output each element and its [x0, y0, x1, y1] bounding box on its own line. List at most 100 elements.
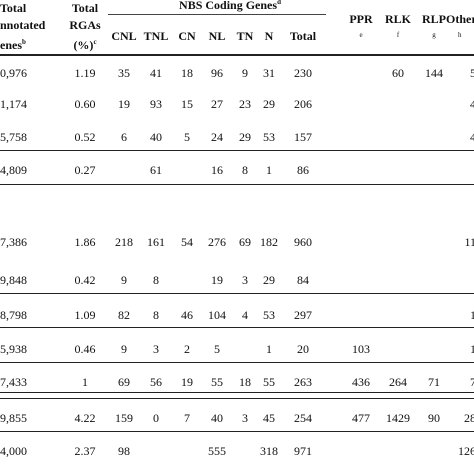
cell-rgas: 2.37 — [74, 444, 96, 458]
cell-tn: 4 — [242, 308, 248, 322]
cell-cn: 18 — [181, 66, 193, 80]
cell-nl: 55 — [211, 375, 223, 389]
cell-tnl: 41 — [150, 66, 162, 80]
cell-n: 1 — [266, 163, 272, 177]
header-total-annotated-line3: enesb — [0, 38, 26, 52]
header-total-annotated: Total nnotated enesb — [0, 0, 45, 54]
header-bottom-rule — [0, 54, 474, 56]
cell-n: 53 — [263, 130, 275, 144]
header-others: Other h — [446, 12, 474, 39]
cell-annot: 5,758 — [0, 130, 27, 144]
cell-tnl: 56 — [150, 375, 162, 389]
cell-nl: 104 — [208, 308, 226, 322]
cell-n: 182 — [260, 235, 278, 249]
cell-n: 29 — [263, 97, 275, 111]
cell-nl: 5 — [214, 342, 220, 356]
header-nbs-total: Total — [289, 29, 317, 43]
cell-annot: 9,848 — [0, 273, 27, 287]
cell-n: 318 — [260, 444, 278, 458]
cell-rgas: 1.09 — [74, 308, 96, 322]
header-tn: TN — [236, 29, 254, 43]
cell-cnl: 82 — [118, 308, 130, 322]
cell-rgas: 1.19 — [74, 66, 96, 80]
cell-cn: 15 — [181, 97, 193, 111]
cell-cnl: 19 — [118, 97, 130, 111]
cell-nl: 19 — [211, 273, 223, 287]
cell-rgas: 1 — [82, 375, 88, 389]
row-rule — [0, 431, 474, 432]
cell-ppr: 477 — [352, 411, 370, 425]
header-total-rgas-line1: Total — [71, 1, 99, 15]
row-rule — [0, 150, 474, 151]
cell-other: 42 — [470, 130, 474, 144]
cell-other: 56 — [470, 66, 474, 80]
cell-other: 110 — [464, 235, 474, 249]
cell-total: 157 — [294, 130, 312, 144]
header-total-annotated-line1: Total — [0, 1, 27, 15]
cell-n: 45 — [263, 411, 275, 425]
cell-tnl: 0 — [153, 411, 159, 425]
cell-n: 53 — [263, 308, 275, 322]
header-nbs-group: NBS Coding Genesd — [179, 0, 281, 12]
cell-rlp: 90 — [428, 411, 440, 425]
header-nl: NL — [208, 29, 226, 43]
cell-tnl: 8 — [153, 273, 159, 287]
cell-tn: 3 — [242, 273, 248, 287]
cell-rgas: 0.60 — [74, 97, 96, 111]
cell-annot: 7,386 — [0, 235, 27, 249]
cell-nl: 555 — [208, 444, 226, 458]
header-rlp: RLP g — [422, 12, 446, 39]
cell-total: 297 — [294, 308, 312, 322]
cell-rgas: 4.22 — [74, 411, 96, 425]
cell-cnl: 159 — [115, 411, 133, 425]
cell-annot: 4,809 — [0, 163, 27, 177]
row-rule — [0, 184, 474, 185]
cell-tn: 9 — [242, 66, 248, 80]
cell-cn: 54 — [181, 235, 193, 249]
row-rule — [0, 293, 474, 294]
cell-annot: 1,174 — [0, 97, 27, 111]
cell-total: 254 — [294, 411, 312, 425]
cell-nl: 27 — [211, 97, 223, 111]
header-total-rgas-line3: (%)c — [73, 38, 97, 52]
cell-total: 960 — [294, 235, 312, 249]
header-total-rgas-line2: RGAs — [69, 18, 101, 32]
cell-cn: 5 — [184, 130, 190, 144]
cell-tnl: 8 — [153, 308, 159, 322]
cell-cn: 46 — [181, 308, 193, 322]
cell-rgas: 0.46 — [74, 342, 96, 356]
cell-ppr: 103 — [352, 342, 370, 356]
cell-total: 206 — [294, 97, 312, 111]
cell-total: 20 — [297, 342, 309, 356]
cell-other: 42 — [470, 97, 474, 111]
cell-rlk: 264 — [389, 375, 407, 389]
cell-cn: 7 — [184, 411, 190, 425]
cell-tnl: 61 — [150, 163, 162, 177]
cell-tnl: 40 — [150, 130, 162, 144]
cell-tnl: 3 — [153, 342, 159, 356]
cell-annot: 7,433 — [0, 375, 27, 389]
cell-tn: 8 — [242, 163, 248, 177]
cell-other: 1266 — [458, 444, 474, 458]
cell-cnl: 9 — [121, 342, 127, 356]
cell-annot: 5,938 — [0, 342, 27, 356]
cell-cnl: 35 — [118, 66, 130, 80]
cell-tn: 69 — [239, 235, 251, 249]
cell-annot: 4,000 — [0, 444, 27, 458]
cell-tnl: 93 — [150, 97, 162, 111]
cell-cnl: 218 — [115, 235, 133, 249]
cell-total: 263 — [294, 375, 312, 389]
header-n: N — [264, 29, 274, 43]
header-ppr: PPR e — [349, 12, 373, 39]
cell-total: 230 — [294, 66, 312, 80]
row-rule — [0, 398, 474, 399]
cell-total: 84 — [297, 273, 309, 287]
cell-tn: 23 — [239, 97, 251, 111]
nbs-group-underline — [108, 14, 326, 15]
cell-tn: 29 — [239, 130, 251, 144]
cell-rlk: 60 — [392, 66, 404, 80]
row-rule — [0, 327, 474, 328]
cell-nl: 40 — [211, 411, 223, 425]
cell-total: 86 — [297, 163, 309, 177]
header-total-rgas: Total RGAs (%)c — [62, 0, 108, 54]
